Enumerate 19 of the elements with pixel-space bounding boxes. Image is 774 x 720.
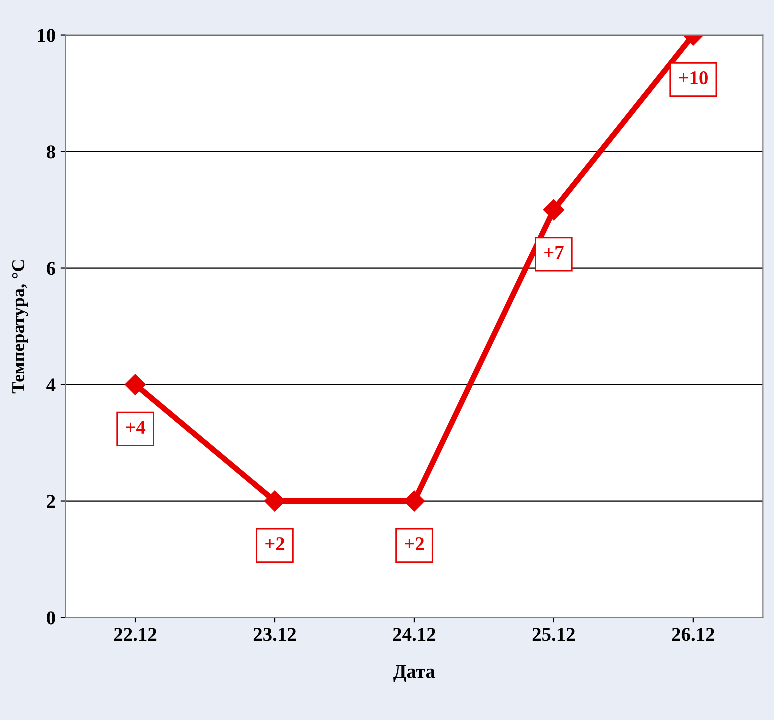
y-tick-label: 2 (47, 495, 56, 508)
y-tick-label: 0 (47, 612, 56, 625)
data-label: +2 (405, 538, 424, 550)
x-tick-label: 22.12 (114, 628, 157, 642)
data-label: +4 (126, 421, 146, 434)
y-tick-label: 6 (47, 262, 56, 276)
y-axis-title: Температура, °С (12, 260, 28, 394)
data-label: +7 (544, 246, 564, 260)
x-tick-label: 23.12 (254, 628, 296, 642)
y-tick-label: 10 (38, 29, 56, 42)
y-tick-label: 8 (46, 146, 56, 159)
data-label: +2 (266, 538, 285, 550)
y-tick-label: 4 (46, 378, 56, 392)
x-tick-label: 25.12 (532, 628, 575, 642)
x-axis-title: Дата (394, 665, 436, 682)
data-label: +10 (679, 71, 708, 85)
point (125, 374, 146, 396)
x-tick-label: 26.12 (672, 628, 714, 642)
x-tick-label: 24.12 (393, 628, 436, 642)
